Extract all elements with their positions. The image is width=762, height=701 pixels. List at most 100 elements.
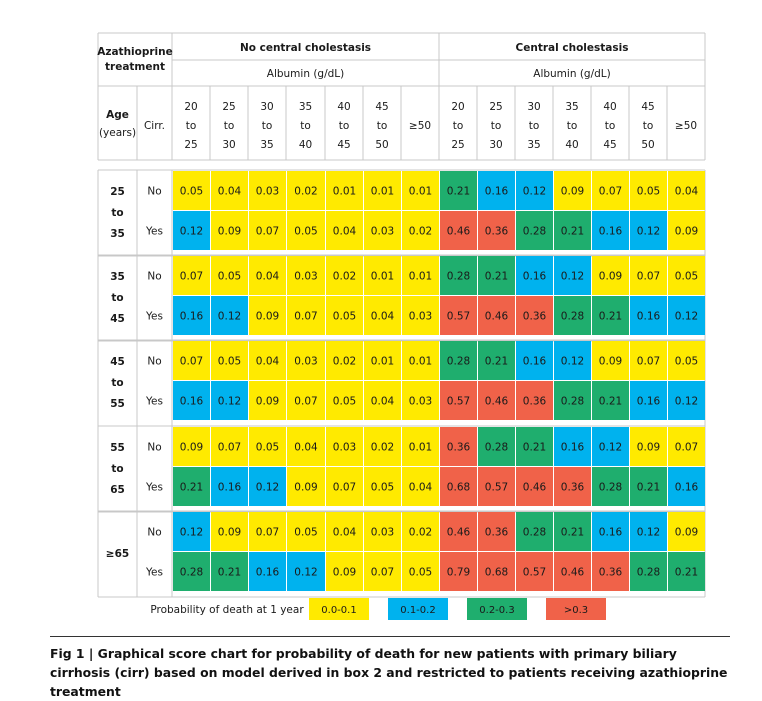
heatmap-cell [211, 296, 248, 335]
age-label: Age [106, 109, 129, 121]
heatmap-cell [630, 512, 667, 551]
heatmap-cell [326, 552, 363, 591]
cirrhosis-label: No [147, 442, 161, 454]
heatmap-cell [516, 512, 553, 551]
cell-value: 0.05 [371, 482, 394, 494]
heatmap-cell [440, 467, 477, 506]
group-label-no-cholestasis: No central cholestasis [240, 42, 371, 54]
heatmap-cell [592, 512, 629, 551]
age-group-label: ≥65 [106, 548, 129, 560]
heatmap-cell [211, 256, 248, 295]
cell-value: 0.21 [485, 271, 508, 283]
heatmap-cell [478, 296, 515, 335]
heatmap-cell [516, 171, 553, 210]
cell-value: 0.12 [523, 186, 546, 198]
heatmap-cell [249, 427, 286, 466]
heatmap-cell [287, 341, 325, 380]
cell-value: 0.07 [333, 482, 356, 494]
cell-value: 0.04 [371, 311, 395, 323]
cell-value: 0.12 [675, 311, 698, 323]
age-group-label: 35 [110, 228, 125, 240]
cell-value: 0.07 [675, 442, 698, 454]
cell-value: 0.28 [561, 311, 584, 323]
cell-value: 0.02 [333, 356, 356, 368]
age-group-label: 45 [110, 313, 125, 325]
heatmap-cell [287, 552, 325, 591]
heatmap-cell [287, 296, 325, 335]
cell-value: 0.46 [447, 527, 471, 539]
heatmap-cell [668, 512, 705, 551]
cell-value: 0.36 [485, 226, 509, 238]
cell-value: 0.09 [294, 482, 317, 494]
albumin-tick-label: 30 [489, 139, 502, 151]
heatmap-cell [592, 296, 629, 335]
albumin-tick-label: ≥50 [675, 120, 697, 132]
albumin-tick-label: 20 [451, 101, 464, 113]
heatmap-cell [478, 427, 515, 466]
heatmap-cell [402, 171, 439, 210]
albumin-tick-label: to [186, 120, 197, 132]
heatmap-cell [592, 256, 629, 295]
heatmap-cell [364, 211, 401, 250]
albumin-tick-label: 30 [260, 101, 273, 113]
heatmap-cell [211, 171, 248, 210]
heatmap-cell [326, 381, 363, 420]
heatmap-cell [478, 171, 515, 210]
heatmap-cell [173, 381, 210, 420]
heatmap-cell [478, 211, 515, 250]
legend-label: 0.1-0.2 [400, 605, 435, 616]
heatmap-cell [173, 467, 210, 506]
heatmap-cell [326, 256, 363, 295]
albumin-tick-label: 25 [451, 139, 464, 151]
heatmap-cell [326, 341, 363, 380]
heatmap-cell [478, 552, 515, 591]
heatmap-cell [249, 381, 286, 420]
heatmap-cell [211, 552, 248, 591]
heatmap-cell [249, 467, 286, 506]
heatmap-cell [173, 341, 210, 380]
heatmap-cell [364, 512, 401, 551]
cell-value: 0.05 [675, 356, 698, 368]
heatmap-cell [516, 427, 553, 466]
heatmap-cell [440, 427, 477, 466]
heatmap-cell [630, 552, 667, 591]
heatmap-cell [478, 341, 515, 380]
cell-value: 0.57 [523, 567, 546, 579]
heatmap-cell [516, 341, 553, 380]
treatment-label: Azathioprine [97, 46, 173, 58]
heatmap-cell [402, 427, 439, 466]
cell-value: 0.16 [599, 226, 623, 238]
albumin-tick-label: to [605, 120, 616, 132]
cell-value: 0.09 [333, 567, 356, 579]
heatmap-cell [554, 211, 591, 250]
albumin-tick-label: 45 [603, 139, 616, 151]
cell-value: 0.03 [294, 356, 317, 368]
heatmap-cell [516, 211, 553, 250]
cell-value: 0.01 [409, 356, 432, 368]
heatmap-cell [440, 512, 477, 551]
cell-value: 0.28 [561, 396, 584, 408]
cell-value: 0.12 [256, 482, 279, 494]
treatment-label: treatment [105, 61, 165, 73]
heatmap-cell [402, 467, 439, 506]
cell-value: 0.01 [409, 271, 432, 283]
heatmap-cell [554, 512, 591, 551]
cell-value: 0.04 [256, 356, 280, 368]
heatmap-cell [554, 552, 591, 591]
albumin-tick-label: to [224, 120, 235, 132]
cell-value: 0.05 [256, 442, 279, 454]
albumin-tick-label: 30 [222, 139, 235, 151]
cell-value: 0.57 [447, 396, 470, 408]
cell-value: 0.21 [561, 527, 584, 539]
heatmap-cell [554, 171, 591, 210]
albumin-tick-label: 35 [299, 101, 312, 113]
cell-value: 0.16 [485, 186, 509, 198]
cell-value: 0.16 [180, 311, 204, 323]
heatmap-cell [592, 427, 629, 466]
heatmap-cell [668, 211, 705, 250]
heatmap-cell [173, 211, 210, 250]
cell-value: 0.01 [409, 186, 432, 198]
cell-value: 0.07 [637, 271, 660, 283]
heatmap-cell [630, 381, 667, 420]
heatmap-cell [402, 211, 439, 250]
